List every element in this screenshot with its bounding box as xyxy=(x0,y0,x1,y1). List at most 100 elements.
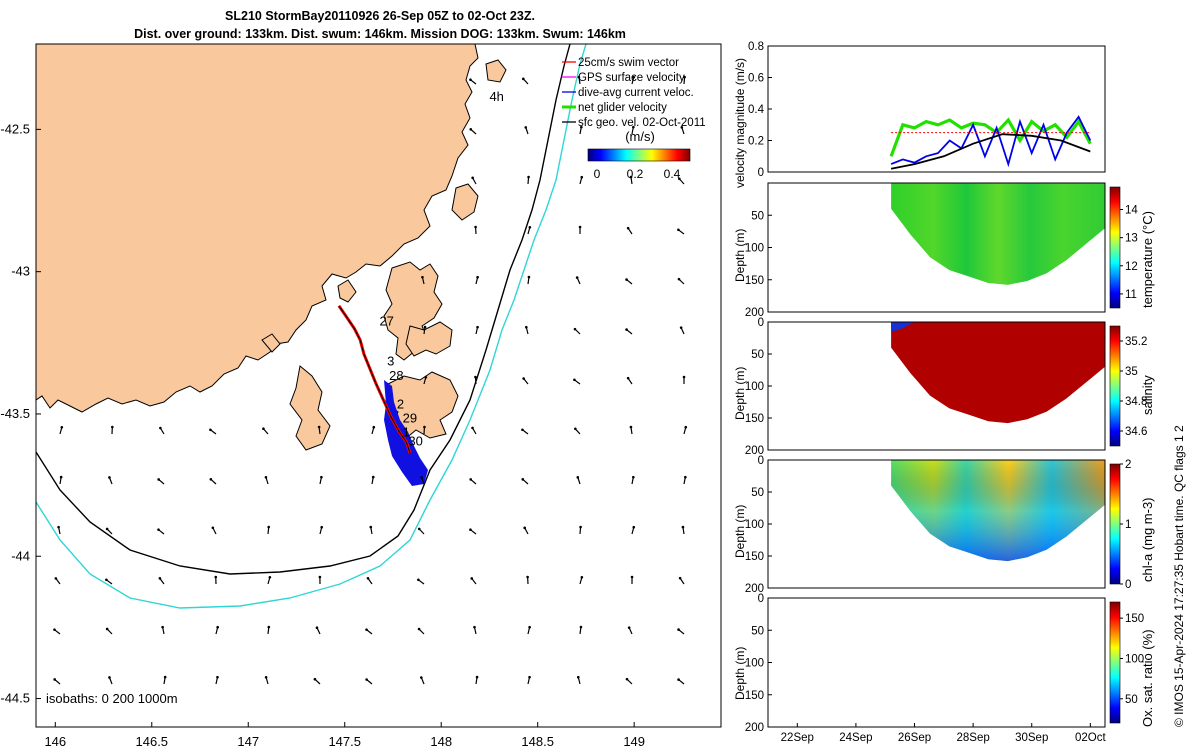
velocity-arrow-head xyxy=(678,576,682,580)
map-colorbar-tick-2: 0.4 xyxy=(664,167,681,181)
salinity-colorbar-tick-label: 34.6 xyxy=(1125,426,1147,438)
velocity-arrow-head xyxy=(318,575,322,579)
velocity-arrow-head xyxy=(575,276,579,279)
velocity-arrow-head xyxy=(158,577,162,580)
map-xtick-label: 147.5 xyxy=(328,734,361,749)
map-x-ticks: 146 146.5 147 147.5 148 148.5 149 xyxy=(44,722,645,749)
velocity-arrow-head xyxy=(574,427,577,431)
velocity-arrow-head xyxy=(105,578,108,582)
temperature-colorbar-tick-label: 14 xyxy=(1125,205,1138,217)
temperature-colorbar xyxy=(1109,186,1121,309)
velocity-arrow-head xyxy=(527,175,530,179)
velocity-arrow-head xyxy=(524,126,528,129)
small-island-b xyxy=(261,333,281,353)
map-ytick-label: -43.5 xyxy=(0,406,30,421)
velocity-arrow-head xyxy=(417,578,420,582)
time-xtick-label: 30Sep xyxy=(1015,732,1048,744)
chla-ytick-label: 200 xyxy=(745,583,764,595)
velocity-arrow-head xyxy=(577,75,581,79)
velocity-arrow-head xyxy=(423,425,426,429)
velocity-arrow-head xyxy=(268,575,272,579)
chla-ytick-label: 0 xyxy=(758,455,764,467)
map-legend: 25cm/s swim vector GPS surface velocity … xyxy=(562,57,706,129)
time-xtick-label: 28Sep xyxy=(956,732,989,744)
velocity-arrow-head xyxy=(682,375,686,379)
velocity-arrow-head xyxy=(677,277,681,281)
velocity-ytick-label: 0.4 xyxy=(748,104,765,116)
schouten-island xyxy=(485,59,507,83)
velocity-arrow-head xyxy=(625,278,628,281)
velocity-arrow-head xyxy=(678,177,681,181)
oxygen-colorbar-tick-label: 50 xyxy=(1125,694,1138,706)
time-xtick-label: 26Sep xyxy=(898,732,931,744)
forestier-peninsula xyxy=(405,321,453,357)
velocity-arrow-head xyxy=(528,225,532,229)
velocity-arrow-head xyxy=(267,525,271,529)
time-xtick-label: 24Sep xyxy=(839,732,872,744)
figure-title-line1: SL210 StormBay20110926 26-Sep 05Z to 02-… xyxy=(225,9,535,23)
velocity-frame xyxy=(767,45,1106,173)
velocity-arrow-head xyxy=(372,425,376,429)
chla-colorbar-label: chl-a (mg m-3) xyxy=(1140,497,1155,582)
velocity-arrow-head xyxy=(629,175,633,179)
legend-gps: GPS surface velocity xyxy=(578,72,685,84)
velocity-arrow-head xyxy=(576,675,580,679)
velocity-arrow-head xyxy=(365,678,368,681)
velocity-arrow-head xyxy=(420,476,423,479)
velocity-arrow-head xyxy=(632,475,635,479)
velocity-arrow-head xyxy=(161,625,164,629)
map-xtick-label: 147 xyxy=(237,734,259,749)
chla-ytick-label: 150 xyxy=(745,551,764,563)
velocity-arrow-head xyxy=(57,525,60,529)
velocity-arrow-head xyxy=(629,425,633,429)
velocity-ylabel: velocity magnitude (m/s) xyxy=(733,57,747,188)
velocity-series xyxy=(889,115,1092,170)
velocity-arrow-head xyxy=(470,577,474,580)
velocity-ytick-label: 0 xyxy=(758,167,764,179)
velocity-arrow-head xyxy=(216,625,219,629)
velocity-arrow-head xyxy=(627,626,631,629)
velocity-arrow-head xyxy=(313,677,317,681)
velocity-arrow-head xyxy=(214,575,218,579)
velocity-arrow-head xyxy=(579,625,583,629)
velocity-arrow-head xyxy=(264,476,268,479)
velocity-arrow-head xyxy=(157,528,160,531)
velocity-arrow-head xyxy=(365,628,368,631)
velocity-arrow-head xyxy=(677,228,680,232)
velocity-series-line xyxy=(889,117,1092,157)
chla-colorbar xyxy=(1109,463,1121,585)
velocity-arrow-head xyxy=(523,526,526,530)
velocity-arrow-head xyxy=(424,375,428,379)
velocity-arrow-head xyxy=(679,326,683,329)
oxygen-colorbar-label: Ox. sat. ratio (%) xyxy=(1140,629,1155,727)
salinity-ylabel: Depth (m) xyxy=(733,366,747,420)
map-ytick-label: -43 xyxy=(11,264,30,279)
velocity-arrow-head xyxy=(317,425,321,429)
velocity-arrow-head xyxy=(371,475,375,479)
isobaths-label: isobaths: 0 200 1000m xyxy=(46,691,178,706)
salinity-ytick-label: 100 xyxy=(745,381,764,393)
credit-text: © IMOS 15-Apr-2024 17:27:35 Hobart time.… xyxy=(1172,425,1186,727)
salinity-fresh-surface xyxy=(891,322,915,332)
time-xtick-label: 22Sep xyxy=(781,732,814,744)
chla-section-depth-shading xyxy=(891,460,1105,562)
velocity-arrow-head xyxy=(157,478,160,481)
velocity-arrow-head xyxy=(469,78,472,82)
velocity-arrow-head xyxy=(626,226,630,230)
legend-dive: dive-avg current veloc. xyxy=(578,87,694,99)
velocity-arrow-head xyxy=(366,576,370,580)
velocity-arrow-head xyxy=(469,528,472,532)
velocity-arrow-head xyxy=(59,475,63,479)
salinity-colorbar-tick-label: 35 xyxy=(1125,366,1138,378)
temperature-colorbar-tick-label: 12 xyxy=(1125,261,1138,273)
velocity-arrow-head xyxy=(521,77,525,81)
velocity-arrow-head xyxy=(684,475,687,479)
velocity-arrow-head xyxy=(369,525,373,529)
small-island-a xyxy=(337,279,357,303)
velocity-arrow-head xyxy=(469,128,473,131)
legend-net: net glider velocity xyxy=(578,102,667,114)
velocity-arrow-head xyxy=(475,675,479,679)
velocity-arrow-head xyxy=(53,628,56,631)
velocity-arrow-head xyxy=(108,476,111,479)
